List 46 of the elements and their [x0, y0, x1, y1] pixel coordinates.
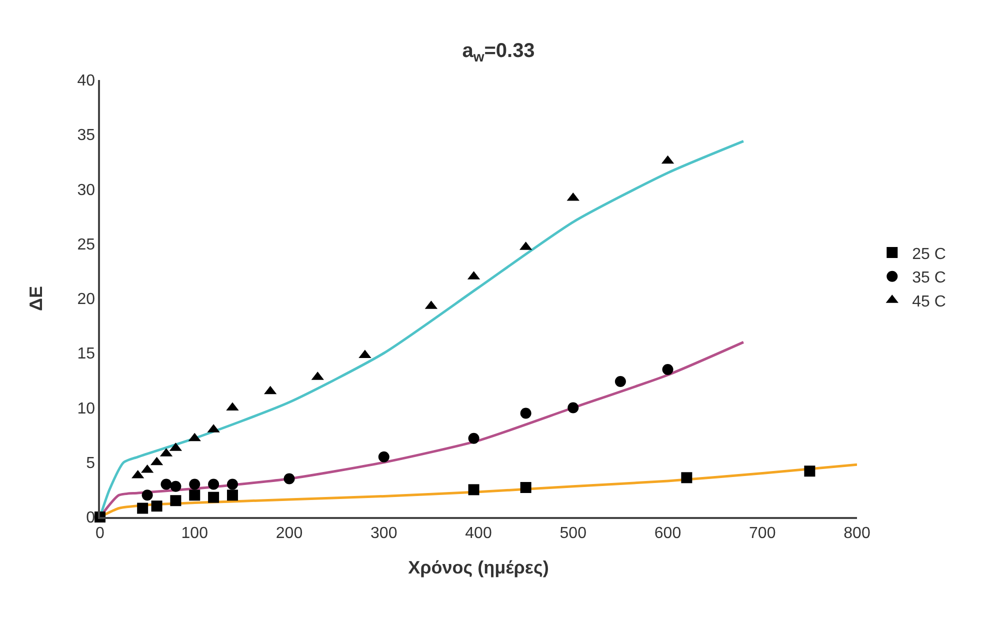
- point: [284, 473, 295, 484]
- point: [378, 451, 390, 462]
- point: [568, 402, 579, 414]
- chart-title: a$_{w}$=0.33: [462, 40, 535, 64]
- point: [208, 492, 220, 503]
- point: [137, 502, 148, 514]
- point: [189, 478, 200, 490]
- y-tick-label: 5: [86, 454, 96, 472]
- point: [160, 478, 172, 490]
- point: [189, 490, 200, 501]
- y-tick-label: 25: [77, 236, 96, 254]
- x-tick-label: 400: [465, 524, 492, 542]
- y-tick-label: 0: [86, 510, 96, 527]
- point: [662, 364, 674, 376]
- point: [151, 500, 162, 512]
- point: [614, 376, 626, 388]
- x-tick-label: 300: [370, 524, 398, 542]
- point: [804, 466, 816, 477]
- point: [681, 472, 692, 484]
- y-tick-label: 35: [77, 127, 96, 144]
- y-tick-label: 10: [77, 400, 96, 418]
- point: [468, 484, 480, 496]
- legend-label: 35 C: [912, 270, 946, 287]
- x-tick-label: 600: [654, 524, 682, 542]
- y-tick-label: 30: [77, 182, 96, 199]
- point: [468, 432, 480, 444]
- point: [208, 478, 220, 490]
- point: [520, 408, 532, 419]
- legend-label: 45 C: [912, 293, 946, 310]
- x-tick-label: 800: [844, 524, 870, 542]
- y-tick-label: 15: [77, 346, 96, 363]
- legend-label: 25 C: [912, 246, 946, 263]
- x-axis-title: Χρόνος (ημέρες): [408, 558, 549, 578]
- x-tick-label: 500: [560, 524, 587, 542]
- point: [142, 490, 153, 501]
- x-tick-label: 200: [276, 524, 303, 542]
- point: [226, 478, 238, 490]
- y-tick-label: 20: [77, 291, 96, 308]
- y-tick-label: 40: [77, 72, 96, 90]
- point: [520, 482, 532, 493]
- x-tick-label: 100: [181, 524, 208, 542]
- point: [226, 490, 238, 501]
- point: [170, 495, 182, 506]
- point: [170, 480, 182, 492]
- x-tick-label: 700: [749, 524, 776, 542]
- y-axis-title: ΔΕ: [26, 286, 46, 311]
